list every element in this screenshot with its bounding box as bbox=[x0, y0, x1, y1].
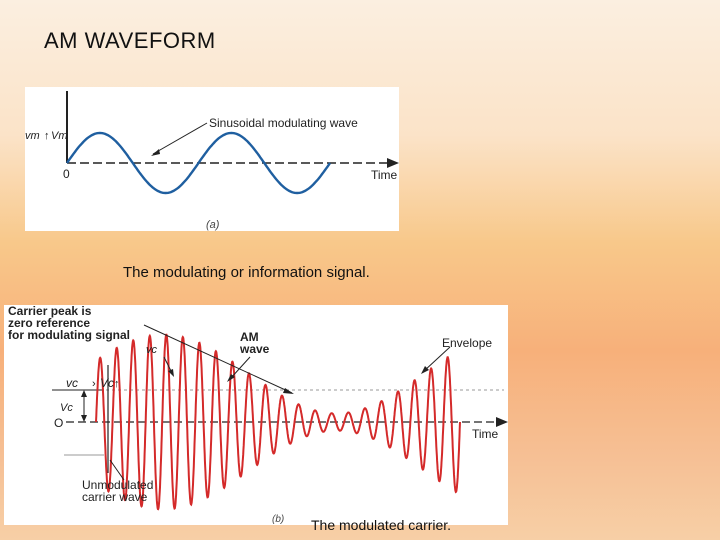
origin-label: 0 bbox=[63, 167, 70, 181]
y-axis-label: vm bbox=[25, 130, 40, 142]
modulating-signal-caption: The modulating or information signal. bbox=[123, 264, 370, 281]
vc-up-arrow-glyph-icon: ↑ bbox=[114, 378, 120, 390]
panel-label-a: (a) bbox=[206, 219, 220, 231]
vc-arrow-icon bbox=[168, 369, 174, 377]
peak-label: Vm bbox=[51, 130, 68, 142]
envelope-arrow-icon bbox=[421, 366, 429, 374]
panel-label-b: (b) bbox=[272, 514, 284, 525]
carrier-peak-note-line-3: for modulating signal bbox=[8, 328, 130, 342]
unmodulated-note-line-2: carrier wave bbox=[82, 490, 148, 504]
modulated-carrier-caption: The modulated carrier. bbox=[311, 517, 452, 533]
modulated-carrier-figure: Carrier peak is zero reference for modul… bbox=[4, 304, 508, 525]
sinusoidal-wave-annotation: Sinusoidal modulating wave bbox=[209, 116, 358, 130]
time-axis-label: Time bbox=[371, 168, 398, 182]
am-wave-label-line-1: AM bbox=[240, 330, 259, 344]
modulated-carrier-diagram: Carrier peak is zero reference for modul… bbox=[8, 304, 508, 525]
carrier-peak-note-line-2: zero reference bbox=[8, 316, 90, 330]
modulating-signal-figure: vm ↑ Vm 0 Time Sinusoidal modulating wav… bbox=[25, 87, 399, 231]
annotation-arrow-icon bbox=[151, 149, 160, 156]
vc-axis-label-left: vc bbox=[66, 376, 78, 390]
vc-down-arrow-icon bbox=[81, 415, 87, 422]
time-axis-arrow-icon bbox=[387, 158, 399, 168]
am-wave-arrow-icon bbox=[227, 374, 235, 382]
y-axis-arrow-icon: ↑ bbox=[44, 130, 50, 142]
slide-title: AM WAVEFORM bbox=[44, 28, 216, 53]
unmodulated-note-line-1: Unmodulated bbox=[82, 478, 153, 492]
vc-axis-label-right: Vc bbox=[100, 376, 114, 390]
modulating-signal-diagram: vm ↑ Vm 0 Time Sinusoidal modulating wav… bbox=[25, 91, 399, 231]
greater-than-icon: › bbox=[92, 378, 96, 390]
vc-up-arrow-icon bbox=[81, 390, 87, 397]
am-wave-label-line-2: wave bbox=[239, 342, 270, 356]
carrier-peak-note-line-1: Carrier peak is bbox=[8, 305, 92, 318]
vc-label: vc bbox=[146, 344, 158, 356]
modulating-wave-curve bbox=[66, 131, 331, 195]
origin-label-b: O bbox=[54, 416, 63, 430]
envelope-pointer bbox=[423, 346, 451, 372]
am-wave-curve bbox=[95, 333, 461, 511]
time-axis-label-b: Time bbox=[472, 427, 499, 441]
carrier-peak-arrow-icon bbox=[283, 388, 294, 394]
time-axis-arrow-icon-b bbox=[496, 417, 508, 427]
am-wave-pointer bbox=[229, 356, 251, 380]
unmodulated-pointer bbox=[109, 459, 125, 481]
envelope-label: Envelope bbox=[442, 336, 492, 350]
vc-marker-label: Vc bbox=[60, 402, 73, 414]
carrier-peak-pointer bbox=[143, 324, 293, 394]
annotation-pointer bbox=[152, 122, 208, 155]
